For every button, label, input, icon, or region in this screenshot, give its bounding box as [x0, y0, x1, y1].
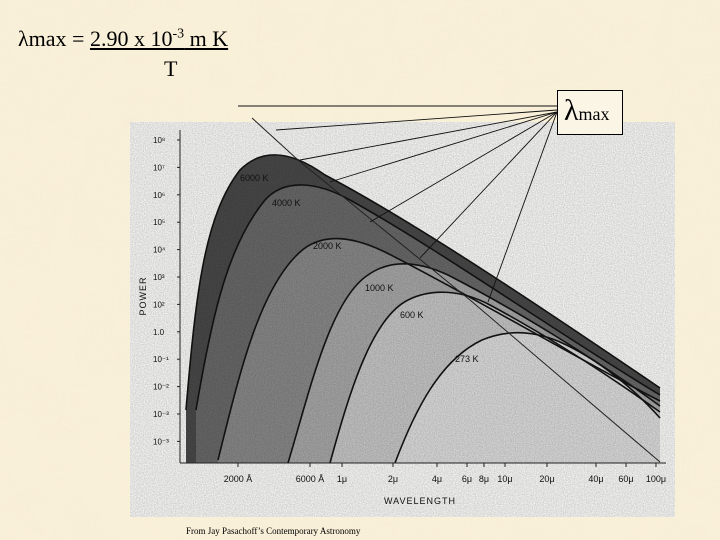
- x-tick-label: 60μ: [618, 474, 633, 484]
- curve-line-2000k: [217, 237, 661, 461]
- y-tick-label: 10⁷: [153, 163, 165, 172]
- peak-locus-line: [251, 117, 661, 463]
- lambda-max-pointer-line: [419, 111, 558, 259]
- source-caption: From Jay Pasachoff’s Contemporary Astron…: [186, 526, 361, 536]
- lambda-max-pointer-line: [487, 111, 558, 303]
- x-tick-label: 2000 Å: [224, 474, 253, 484]
- formula-numerator: 2.90 x 10-3 m K: [90, 26, 228, 51]
- series-label-6000k: 6000 K: [240, 173, 269, 183]
- x-tick-label: 10μ: [497, 474, 512, 484]
- x-tick-label: 20μ: [539, 474, 554, 484]
- lambda-symbol: λ: [18, 26, 29, 51]
- y-tick-label: 10⁻³: [153, 437, 169, 446]
- series-label-600k: 600 K: [400, 310, 424, 320]
- y-tick-label: 10³: [153, 273, 165, 282]
- x-tick-label: 6000 Å: [296, 474, 325, 484]
- series-label-1000k: 1000 K: [365, 283, 394, 293]
- y-tick-label: 10⁶: [153, 191, 165, 200]
- curve-line-6000k: [185, 153, 661, 411]
- curve-line-1000k: [287, 262, 661, 464]
- numerator-exponent: -3: [172, 26, 185, 42]
- wien-law-formula: λmax = 2.90 x 10-3 m K: [18, 26, 228, 52]
- formula-denominator: T: [164, 56, 178, 81]
- lambda-max-pointer-line: [299, 111, 558, 161]
- lambda-max-subscript: max: [578, 104, 610, 124]
- numerator-main: 2.90 x 10: [89, 26, 173, 51]
- x-tick-label: 8μ: [479, 474, 489, 484]
- x-tick-label: 6μ: [462, 474, 472, 484]
- series-label-273k: 273 K: [455, 354, 479, 364]
- x-tick-label: 100μ: [646, 474, 666, 484]
- y-axis-title: POWER: [138, 276, 148, 315]
- formula-lhs: max =: [28, 26, 90, 51]
- x-tick-label: 4μ: [432, 474, 442, 484]
- y-tick-label: 10⁻²: [153, 383, 169, 392]
- y-tick-label: 10²: [153, 300, 165, 309]
- curve-line-273k: [394, 331, 661, 464]
- lambda-max-pointer-line: [275, 109, 558, 131]
- lambda-max-label: λmax: [557, 90, 623, 135]
- x-tick-label: 1μ: [337, 474, 347, 484]
- y-tick-label: 1.0: [153, 328, 165, 337]
- curve-line-4000k: [195, 184, 661, 411]
- x-tick-label: 40μ: [588, 474, 603, 484]
- series-label-2000k: 2000 K: [313, 241, 342, 251]
- y-tick-label: 10⁻¹: [153, 355, 169, 364]
- curve-line-600k: [329, 291, 661, 464]
- series-label-4000k: 4000 K: [272, 198, 301, 208]
- lambda-max-symbol: λ: [564, 94, 579, 127]
- x-axis-title: WAVELENGTH: [384, 496, 456, 506]
- numerator-unit: m K: [184, 26, 229, 51]
- lambda-max-pointer-line: [369, 111, 558, 223]
- y-tick-label: 10⁸: [153, 136, 165, 145]
- x-tick-label: 2μ: [388, 474, 398, 484]
- y-tick-label: 10⁵: [153, 218, 165, 227]
- lambda-max-pointer-line: [329, 111, 558, 183]
- y-tick-label: 10⁴: [153, 246, 166, 255]
- y-tick-label: 10⁻³: [153, 410, 169, 419]
